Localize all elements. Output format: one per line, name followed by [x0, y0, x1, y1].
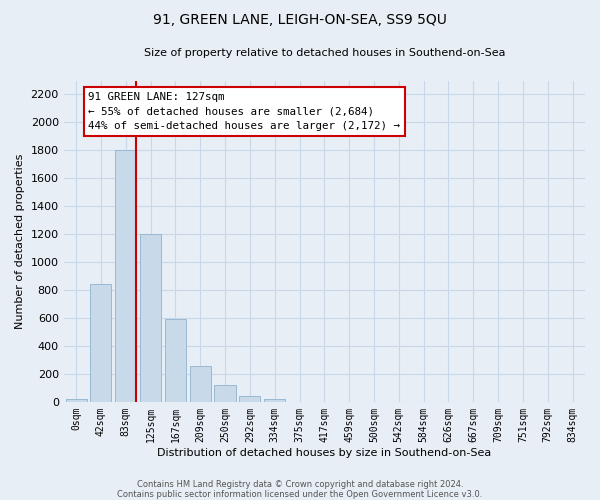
Text: Contains HM Land Registry data © Crown copyright and database right 2024.: Contains HM Land Registry data © Crown c… — [137, 480, 463, 489]
X-axis label: Distribution of detached houses by size in Southend-on-Sea: Distribution of detached houses by size … — [157, 448, 491, 458]
Text: 91, GREEN LANE, LEIGH-ON-SEA, SS9 5QU: 91, GREEN LANE, LEIGH-ON-SEA, SS9 5QU — [153, 12, 447, 26]
Y-axis label: Number of detached properties: Number of detached properties — [15, 154, 25, 329]
Bar — [190, 366, 211, 402]
Text: 91 GREEN LANE: 127sqm
← 55% of detached houses are smaller (2,684)
44% of semi-d: 91 GREEN LANE: 127sqm ← 55% of detached … — [88, 92, 400, 132]
Bar — [115, 150, 136, 402]
Bar — [239, 396, 260, 402]
Bar — [214, 385, 236, 402]
Bar — [91, 284, 112, 402]
Bar — [264, 399, 285, 402]
Text: Contains public sector information licensed under the Open Government Licence v3: Contains public sector information licen… — [118, 490, 482, 499]
Bar — [140, 234, 161, 402]
Title: Size of property relative to detached houses in Southend-on-Sea: Size of property relative to detached ho… — [143, 48, 505, 58]
Bar — [65, 399, 86, 402]
Bar — [165, 320, 186, 402]
